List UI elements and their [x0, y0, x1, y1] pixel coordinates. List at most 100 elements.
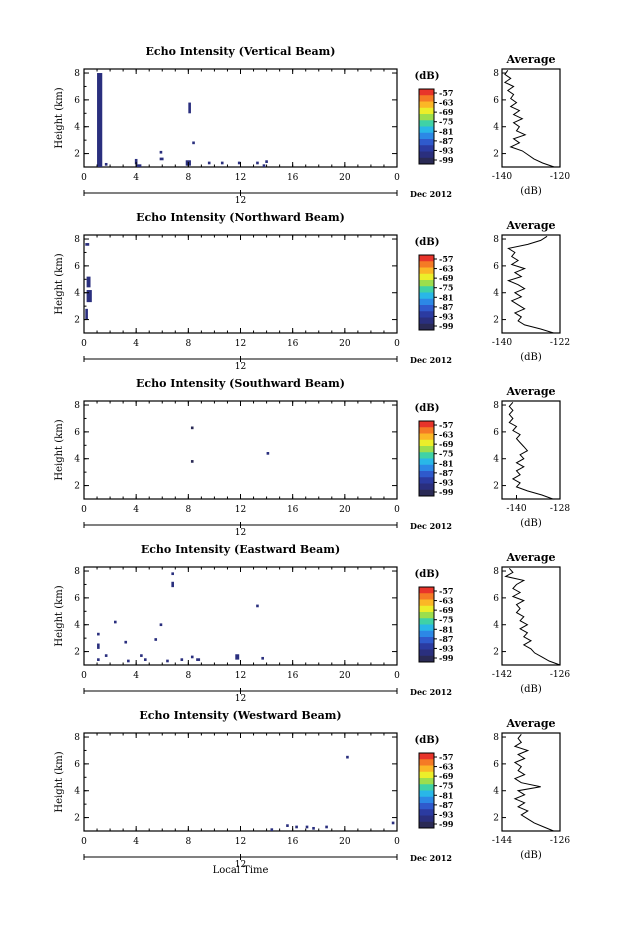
chart-title: Echo Intensity (Vertical Beam)	[145, 45, 335, 58]
avg-y-tick-label: 4	[493, 123, 499, 133]
avg-y-tick-label: 8	[493, 733, 499, 743]
colorbar-segment	[419, 587, 434, 594]
echo-cell	[188, 102, 191, 114]
colorbar-tick-label: -57	[439, 586, 453, 596]
echo-cell	[140, 654, 143, 657]
avg-x-axis-label: (dB)	[520, 684, 542, 695]
avg-profile-line	[508, 401, 553, 500]
avg-frame	[501, 732, 561, 832]
colorbar-unit: (dB)	[415, 71, 440, 82]
colorbar-segment	[419, 273, 434, 281]
echo-cell	[391, 821, 395, 825]
echo-cell	[85, 308, 88, 320]
echo-cell	[235, 654, 240, 660]
colorbar-segment	[419, 458, 434, 466]
colorbar-tick-label: -93	[439, 809, 454, 819]
colorbar-tick-label: -57	[439, 752, 453, 762]
colorbar-segment	[419, 593, 434, 600]
echo-cell	[166, 659, 169, 663]
echo-cell	[97, 73, 103, 167]
avg-x-axis-label: (dB)	[520, 850, 542, 861]
colorbar-tick-label: -75	[439, 781, 453, 791]
colorbar-tick-label: -75	[439, 615, 453, 625]
avg-profile-line	[503, 70, 555, 168]
echo-cell	[159, 150, 163, 154]
panel-0: Echo Intensity (Vertical Beam) 2 4 6 8 0 4 8 12 1…	[54, 45, 570, 206]
colorbar-segment	[419, 323, 434, 331]
echo-cell	[180, 658, 184, 661]
date-tick-label: 12	[235, 528, 246, 538]
colorbar-segment	[419, 483, 434, 491]
colorbar-tick-label: -81	[439, 126, 453, 136]
x-tick-label: 0	[394, 339, 400, 349]
colorbar-unit: (dB)	[415, 735, 440, 746]
colorbar-tick-label: -75	[439, 283, 453, 293]
date-tick-label: 12	[235, 362, 246, 372]
colorbar-tick-label: -99	[439, 487, 454, 497]
echo-cell	[190, 426, 194, 430]
colorbar-segment	[419, 439, 434, 447]
colorbar-segment	[419, 280, 434, 287]
colorbar-segment	[419, 784, 434, 791]
echo-cell	[207, 161, 211, 165]
colorbar-segment	[419, 286, 434, 293]
echo-cell	[266, 452, 270, 455]
y-tick-label: 4	[74, 123, 80, 133]
avg-x-tick-label: -128	[550, 504, 570, 514]
colorbar-segment	[419, 89, 434, 96]
avg-title: Average	[505, 219, 555, 232]
colorbar-segment	[419, 471, 434, 478]
colorbar-frame	[418, 88, 435, 165]
colorbar-segment	[419, 599, 434, 607]
date-label: Dec 2012	[410, 853, 452, 863]
colorbar-tick-label: -63	[439, 264, 454, 274]
echo-cell	[256, 604, 259, 608]
x-tick-label: 12	[235, 837, 246, 847]
colorbar-tick-label: -87	[439, 136, 453, 146]
avg-y-tick-label: 6	[493, 428, 499, 438]
colorbar-tick-label: -69	[439, 605, 454, 615]
x-tick-label: 8	[185, 173, 191, 183]
x-tick-label: 12	[235, 505, 246, 515]
avg-y-tick-label: 6	[493, 262, 499, 272]
y-tick-label: 6	[74, 760, 80, 770]
colorbar-tick-label: -57	[439, 254, 453, 264]
x-tick-label: 20	[339, 339, 351, 349]
x-tick-label: 0	[81, 837, 87, 847]
echo-cell	[190, 655, 194, 659]
colorbar-segment	[419, 305, 434, 312]
colorbar-segment	[419, 605, 434, 613]
y-tick-label: 2	[74, 648, 80, 658]
avg-x-tick-label: -140	[492, 338, 512, 348]
x-tick-label: 16	[287, 837, 299, 847]
echo-cell	[171, 572, 174, 576]
y-tick-label: 8	[74, 733, 80, 743]
avg-y-tick-label: 2	[493, 316, 499, 326]
x-tick-label: 8	[185, 671, 191, 681]
avg-title: Average	[505, 53, 555, 66]
colorbar-segment	[419, 796, 434, 804]
date-label: Dec 2012	[410, 687, 452, 697]
colorbar-frame	[418, 752, 435, 829]
echo-cell	[97, 658, 100, 661]
x-tick-label: 20	[339, 505, 351, 515]
avg-x-axis-label: (dB)	[520, 186, 542, 197]
avg-x-tick-label: -126	[550, 836, 570, 846]
y-tick-label: 4	[74, 787, 80, 797]
colorbar-segment	[419, 292, 434, 300]
y-tick-label: 6	[74, 262, 80, 272]
colorbar-unit: (dB)	[415, 237, 440, 248]
avg-y-tick-label: 6	[493, 760, 499, 770]
avg-profile-line	[506, 235, 554, 334]
x-tick-label: 12	[235, 173, 246, 183]
x-tick-label: 0	[394, 837, 400, 847]
colorbar-segment	[419, 649, 434, 657]
colorbar-tick-label: -57	[439, 88, 453, 98]
avg-title: Average	[505, 717, 555, 730]
echo-cell	[97, 632, 100, 636]
colorbar-segment	[419, 803, 434, 810]
y-axis-label: Height (km)	[54, 419, 65, 480]
echo-cell	[104, 162, 108, 166]
x-tick-label: 8	[185, 837, 191, 847]
colorbar-segment	[419, 114, 434, 121]
